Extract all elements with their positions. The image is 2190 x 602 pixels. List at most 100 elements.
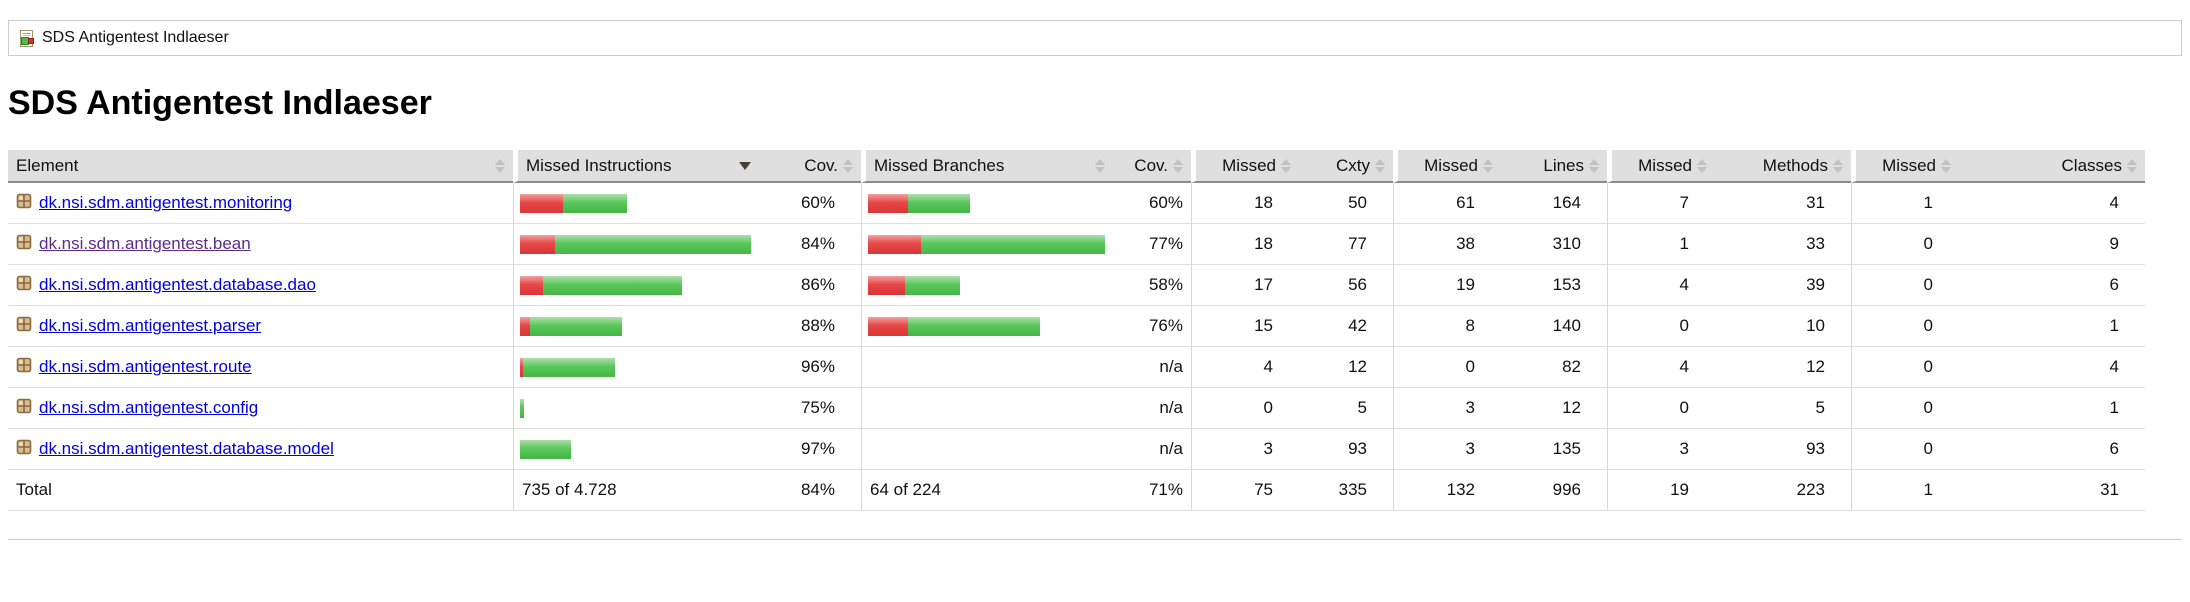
- coverage-bar: [520, 316, 751, 336]
- missed-branches-cell: [861, 347, 1113, 388]
- total-instr-cov-cell: 84%: [759, 470, 861, 511]
- package-icon: [16, 275, 32, 296]
- column-header-label: Missed: [1638, 155, 1692, 175]
- package-icon: [16, 357, 32, 378]
- package-link[interactable]: dk.nsi.sdm.antigentest.route: [39, 357, 252, 376]
- branch-coverage-cell: n/a: [1113, 347, 1191, 388]
- package-link[interactable]: dk.nsi.sdm.antigentest.bean: [39, 234, 251, 253]
- missed-cxty-cell: 18: [1191, 183, 1299, 224]
- column-header-content: Cov.: [767, 156, 853, 176]
- branch-coverage-cell: 77%: [1113, 224, 1191, 265]
- coverage-table: Element Missed Instructions Cov. Missed Bra…: [8, 150, 2145, 511]
- breadcrumb-title: SDS Antigentest Indlaeser: [42, 29, 229, 46]
- missed-bar-segment: [520, 316, 530, 336]
- coverage-bar: [868, 234, 1105, 254]
- column-header-branch-cov[interactable]: Cov.: [1113, 150, 1191, 183]
- package-link[interactable]: dk.nsi.sdm.antigentest.config: [39, 398, 259, 417]
- column-header-label: Cov.: [804, 155, 838, 175]
- instruction-coverage-cell: 97%: [759, 429, 861, 470]
- element-cell: dk.nsi.sdm.antigentest.route: [8, 347, 513, 388]
- missed-cxty-cell: 18: [1191, 224, 1299, 265]
- total-label-cell: Total: [8, 470, 513, 511]
- methods-cell: 5: [1715, 388, 1851, 429]
- coverage-bar: [520, 439, 751, 459]
- instruction-coverage-cell: 96%: [759, 347, 861, 388]
- column-header-missed-cxty[interactable]: Missed: [1191, 150, 1299, 183]
- methods-cell: 31: [1715, 183, 1851, 224]
- column-header-missed-methods[interactable]: Missed: [1607, 150, 1715, 183]
- column-header-label: Cov.: [1134, 155, 1168, 175]
- column-header-label: Classes: [2061, 155, 2122, 175]
- lines-cell: 140: [1501, 306, 1607, 347]
- missed-instructions-cell: [513, 306, 759, 347]
- missed-lines-cell: 19: [1393, 265, 1501, 306]
- missed-lines-cell: 61: [1393, 183, 1501, 224]
- classes-cell: 6: [1959, 265, 2145, 306]
- column-header-content: Lines: [1509, 156, 1599, 176]
- coverage-bar: [520, 398, 751, 418]
- column-header-missed-branches[interactable]: Missed Branches: [861, 150, 1113, 183]
- missed-cxty-cell: 17: [1191, 265, 1299, 306]
- missed-bar-segment: [520, 275, 543, 295]
- column-header-label: Lines: [1543, 155, 1584, 175]
- classes-cell: 1: [1959, 388, 2145, 429]
- lines-cell: 82: [1501, 347, 1607, 388]
- missed-cxty-cell: 4: [1191, 347, 1299, 388]
- methods-cell: 93: [1715, 429, 1851, 470]
- cxty-cell: 50: [1299, 183, 1393, 224]
- sortable-icon: [1375, 158, 1385, 173]
- covered-bar-segment: [920, 234, 1105, 254]
- element-cell-content: dk.nsi.sdm.antigentest.database.dao: [16, 275, 505, 296]
- column-header-label: Missed Instructions: [526, 155, 672, 175]
- total-methods-cell: 223: [1715, 470, 1851, 511]
- package-link[interactable]: dk.nsi.sdm.antigentest.monitoring: [39, 193, 293, 212]
- package-icon: [16, 193, 32, 214]
- package-link[interactable]: dk.nsi.sdm.antigentest.database.model: [39, 439, 334, 458]
- column-header-element[interactable]: Element: [8, 150, 513, 183]
- column-header-methods[interactable]: Methods: [1715, 150, 1851, 183]
- package-link[interactable]: dk.nsi.sdm.antigentest.parser: [39, 316, 262, 335]
- cxty-cell: 77: [1299, 224, 1393, 265]
- report-icon: [18, 29, 35, 47]
- element-cell: dk.nsi.sdm.antigentest.monitoring: [8, 183, 513, 224]
- element-cell-content: dk.nsi.sdm.antigentest.monitoring: [16, 193, 505, 214]
- missed-methods-cell: 1: [1607, 224, 1715, 265]
- instruction-coverage-cell: 88%: [759, 306, 861, 347]
- total-missed-lines-cell: 132: [1393, 470, 1501, 511]
- covered-bar-segment: [523, 357, 615, 377]
- covered-bar-segment: [530, 316, 622, 336]
- column-header-missed-instructions[interactable]: Missed Instructions: [513, 150, 759, 183]
- missed-branches-cell: [861, 224, 1113, 265]
- classes-cell: 4: [1959, 347, 2145, 388]
- missed-bar-segment: [868, 234, 921, 254]
- package-link[interactable]: dk.nsi.sdm.antigentest.database.dao: [39, 275, 316, 294]
- package-icon: [16, 439, 32, 460]
- package-icon: [16, 398, 32, 419]
- column-header-content: Cov.: [1121, 156, 1183, 176]
- column-header-label: Methods: [1762, 155, 1828, 175]
- sortable-icon: [1095, 158, 1105, 173]
- column-header-classes[interactable]: Classes: [1959, 150, 2145, 183]
- column-header-instr-cov[interactable]: Cov.: [759, 150, 861, 183]
- column-header-lines[interactable]: Lines: [1501, 150, 1607, 183]
- column-header-content: Classes: [1967, 156, 2137, 176]
- covered-bar-segment: [905, 275, 960, 295]
- total-lines-cell: 996: [1501, 470, 1607, 511]
- total-classes-cell: 31: [1959, 470, 2145, 511]
- column-header-missed-lines[interactable]: Missed: [1393, 150, 1501, 183]
- column-header-label: Missed Branches: [874, 155, 1005, 175]
- instruction-coverage-cell: 60%: [759, 183, 861, 224]
- footer-divider: [8, 539, 2182, 540]
- table-row: dk.nsi.sdm.antigentest.bean 84% 77% 18 77 38 3…: [8, 224, 2145, 265]
- missed-instructions-cell: [513, 347, 759, 388]
- column-header-missed-classes[interactable]: Missed: [1851, 150, 1959, 183]
- coverage-bar: [520, 357, 751, 377]
- column-header-content: Missed Instructions: [526, 156, 751, 176]
- column-header-cxty[interactable]: Cxty: [1299, 150, 1393, 183]
- missed-branches-cell: [861, 388, 1113, 429]
- element-cell: dk.nsi.sdm.antigentest.database.dao: [8, 265, 513, 306]
- missed-instructions-cell: [513, 429, 759, 470]
- missed-methods-cell: 4: [1607, 347, 1715, 388]
- total-instr-cell: 735 of 4.728: [513, 470, 759, 511]
- missed-lines-cell: 38: [1393, 224, 1501, 265]
